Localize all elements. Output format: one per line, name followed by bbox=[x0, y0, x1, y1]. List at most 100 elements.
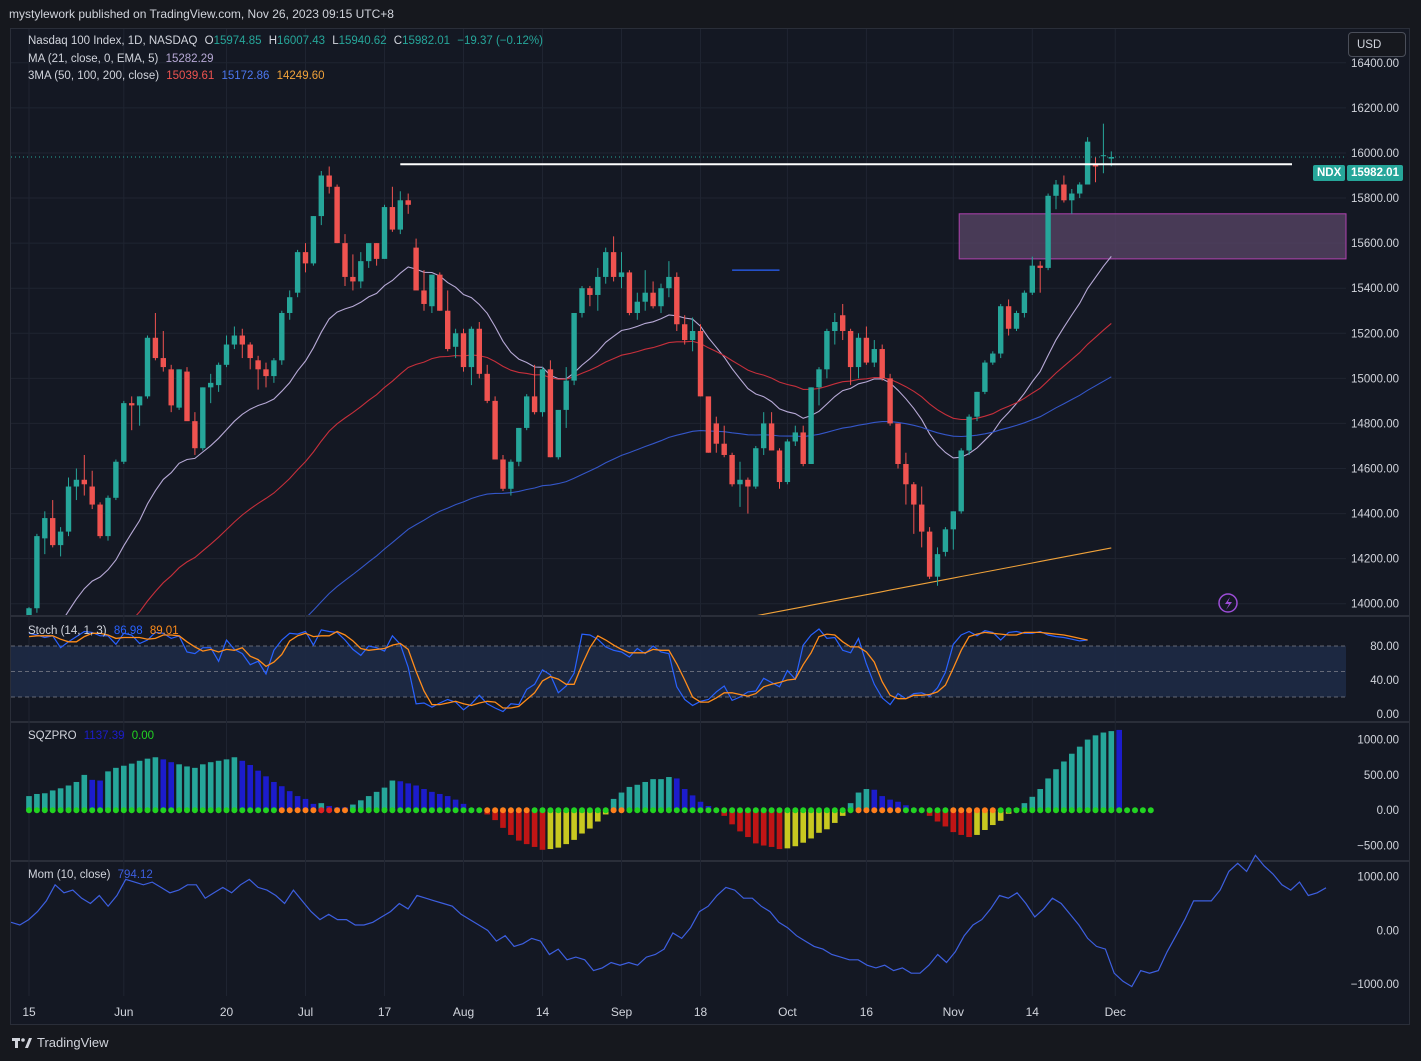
sqzpro-bar bbox=[1053, 769, 1059, 811]
candle bbox=[595, 276, 601, 295]
chart-canvas[interactable]: 16400.0016200.0016000.0015800.0015600.00… bbox=[11, 29, 1409, 1024]
stoch-axis-tick: 80.00 bbox=[1370, 641, 1399, 653]
chart-area[interactable]: 16400.00 16200.00 16000.00 15800.00 15600.00… bbox=[10, 28, 1410, 1025]
sqzpro-bar bbox=[152, 757, 159, 811]
stoch-d-value: 89.01 bbox=[149, 625, 179, 637]
candle bbox=[531, 396, 538, 413]
sqzpro-bar bbox=[286, 791, 293, 811]
sqzpro-dot bbox=[1139, 807, 1146, 814]
sqzpro-bar bbox=[689, 795, 696, 811]
sqzpro-axis-tick: −500.00 bbox=[1357, 841, 1399, 853]
sqzpro-dot bbox=[207, 807, 214, 814]
sqzpro-dot bbox=[895, 807, 901, 814]
candle bbox=[721, 443, 727, 455]
sqzpro-dot bbox=[847, 807, 854, 814]
sqzpro-bar bbox=[1100, 732, 1107, 811]
close-value: 15982.01 bbox=[402, 35, 451, 47]
sqzpro-dot bbox=[539, 807, 546, 814]
symbol-tag: NDX bbox=[1313, 165, 1346, 181]
sqzpro-dot bbox=[744, 807, 751, 814]
sqzpro-dot bbox=[1100, 807, 1107, 814]
candle bbox=[705, 396, 712, 453]
sqzpro-dot bbox=[112, 807, 119, 814]
ma50-value: 15039.61 bbox=[166, 70, 215, 82]
time-axis-tick: 16 bbox=[860, 1005, 874, 1019]
sqzpro-dot bbox=[476, 807, 483, 814]
sqzpro-bar bbox=[413, 785, 419, 811]
candle bbox=[689, 331, 696, 341]
sqzpro-dot bbox=[1013, 807, 1020, 814]
sqzpro-dot bbox=[863, 807, 870, 814]
sqzpro-dot bbox=[681, 807, 688, 814]
candle bbox=[966, 416, 972, 451]
3ma-indicator-name[interactable]: 3MA (50, 100, 200, close) bbox=[28, 70, 160, 82]
candle bbox=[571, 312, 577, 381]
candle bbox=[958, 450, 964, 512]
sqzpro-bar bbox=[215, 760, 222, 811]
sqzpro-dot bbox=[507, 807, 514, 814]
candle bbox=[500, 459, 506, 489]
candle bbox=[998, 306, 1004, 354]
sqzpro-bar bbox=[460, 803, 467, 811]
candle bbox=[1092, 164, 1099, 167]
sqzpro-bar bbox=[681, 789, 688, 811]
sqzpro-bar bbox=[1076, 746, 1083, 811]
symbol-title[interactable]: Nasdaq 100 Index, 1D, NASDAQ bbox=[28, 35, 198, 47]
sqzpro-dot bbox=[191, 807, 198, 814]
sqzpro-bar bbox=[863, 789, 870, 811]
mom-value: 794.12 bbox=[117, 869, 153, 881]
sqzpro-dot bbox=[357, 807, 364, 814]
stoch-indicator-name[interactable]: Stoch (14, 1, 3) bbox=[28, 625, 107, 637]
candle bbox=[57, 531, 64, 546]
candle bbox=[753, 448, 759, 487]
candle bbox=[452, 333, 459, 347]
sqzpro-bar bbox=[776, 810, 783, 850]
candle bbox=[855, 337, 862, 368]
sqzpro-bar bbox=[760, 810, 767, 846]
sqzpro-dot bbox=[618, 807, 625, 814]
price-axis-tick: 16000.00 bbox=[1351, 148, 1399, 160]
sqzpro-dot bbox=[1037, 807, 1044, 814]
sqzpro-dot bbox=[105, 807, 111, 814]
candle bbox=[666, 276, 672, 289]
sqzpro-bar bbox=[871, 789, 878, 811]
sqzpro-dot bbox=[168, 807, 175, 814]
sqzpro-indicator-name[interactable]: SQZPRO bbox=[28, 730, 77, 742]
sqzpro-dot bbox=[460, 807, 467, 814]
sqzpro-dot bbox=[989, 807, 996, 814]
sqzpro-dot bbox=[839, 807, 846, 814]
time-axis-tick: Aug bbox=[453, 1005, 474, 1019]
sqzpro-dot bbox=[737, 807, 743, 814]
sqzpro-dots bbox=[26, 807, 1154, 814]
sqzpro-dot bbox=[1053, 807, 1059, 814]
tradingview-logo[interactable]: TradingView bbox=[12, 1035, 109, 1050]
time-axis-tick: Dec bbox=[1105, 1005, 1126, 1019]
ma-indicator-name[interactable]: MA (21, close, 0, EMA, 5) bbox=[28, 53, 159, 65]
candle bbox=[934, 554, 941, 577]
sqzpro-bar bbox=[200, 764, 206, 811]
mom-indicator-name[interactable]: Mom (10, close) bbox=[28, 869, 111, 881]
sqzpro-dot bbox=[729, 807, 736, 814]
sqzpro-dot bbox=[665, 807, 672, 814]
sqzpro-bar bbox=[666, 777, 672, 811]
sqzpro-bar bbox=[318, 803, 325, 811]
sqzpro-dot bbox=[626, 807, 633, 814]
sqzpro-bar bbox=[539, 810, 546, 850]
currency-selector[interactable]: USD bbox=[1348, 32, 1406, 57]
sqzpro-bar bbox=[879, 796, 885, 811]
ma21-line bbox=[65, 256, 1112, 615]
candle bbox=[1077, 184, 1083, 194]
candle bbox=[460, 333, 467, 368]
sqzpro-bar bbox=[563, 810, 569, 845]
candle bbox=[1005, 306, 1012, 329]
candle bbox=[563, 380, 569, 410]
sqzpro-dot bbox=[713, 807, 720, 814]
time-axis-tick: 17 bbox=[378, 1005, 392, 1019]
candle bbox=[800, 432, 806, 464]
price-axis-tick: 16200.00 bbox=[1351, 103, 1399, 115]
sqzpro-bar bbox=[508, 810, 514, 835]
sqzpro-dot bbox=[887, 807, 894, 814]
sqzpro-dot bbox=[81, 807, 88, 814]
sqzpro-bar bbox=[571, 810, 577, 840]
candle bbox=[81, 479, 87, 485]
